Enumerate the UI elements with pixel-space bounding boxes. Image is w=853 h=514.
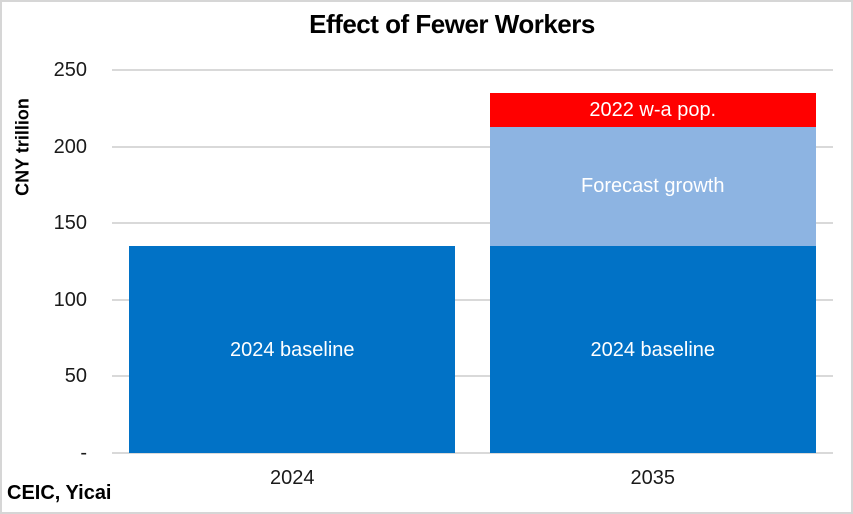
bar-2035: 2024 baseline Forecast growth 2022 w-a pop… bbox=[489, 70, 816, 453]
x-axis-tick-labels: 2024 2035 bbox=[112, 468, 833, 494]
bar-segment-2024-2024-baseline: 2024 baseline bbox=[129, 246, 456, 453]
bar-segment-2035-2022-w-a-pop-: 2022 w-a pop. bbox=[489, 93, 816, 127]
y-tick-250: 250 bbox=[53, 59, 87, 81]
y-tick-0: - bbox=[80, 442, 87, 464]
gridline-50 bbox=[112, 375, 833, 378]
plot-area: 2024 baseline 2024 baseline Forecast growt… bbox=[112, 69, 833, 454]
bar-segment-2035-forecast-growth: Forecast growth bbox=[489, 126, 816, 247]
y-tick-100: 100 bbox=[53, 288, 87, 311]
segment-label: 2024 baseline bbox=[590, 338, 716, 361]
chart-title: Effect of Fewer Workers bbox=[309, 9, 595, 39]
gridline-0 bbox=[112, 452, 833, 454]
x-tick-2024: 2024 bbox=[270, 467, 315, 489]
segment-label: 2024 baseline bbox=[229, 338, 355, 361]
gridline-250 bbox=[112, 69, 833, 71]
bar-2024: 2024 baseline bbox=[129, 70, 456, 453]
gridline-150 bbox=[112, 222, 833, 225]
gridline-100 bbox=[112, 298, 833, 301]
gridline-200 bbox=[112, 145, 833, 148]
y-tick-150: 150 bbox=[53, 212, 87, 235]
segment-label: Forecast growth bbox=[581, 175, 725, 198]
y-tick-50: 50 bbox=[64, 365, 87, 388]
bar-segment-2035-2024-baseline: 2024 baseline bbox=[489, 246, 816, 453]
y-tick-200: 200 bbox=[53, 135, 87, 158]
y-axis-tick-labels: - 50 100 150 200 250 bbox=[2, 60, 87, 463]
x-tick-2035: 2035 bbox=[630, 467, 676, 489]
segment-label: 2022 w-a pop. bbox=[589, 98, 717, 121]
source-note: CEIC, Yicai bbox=[7, 482, 112, 504]
